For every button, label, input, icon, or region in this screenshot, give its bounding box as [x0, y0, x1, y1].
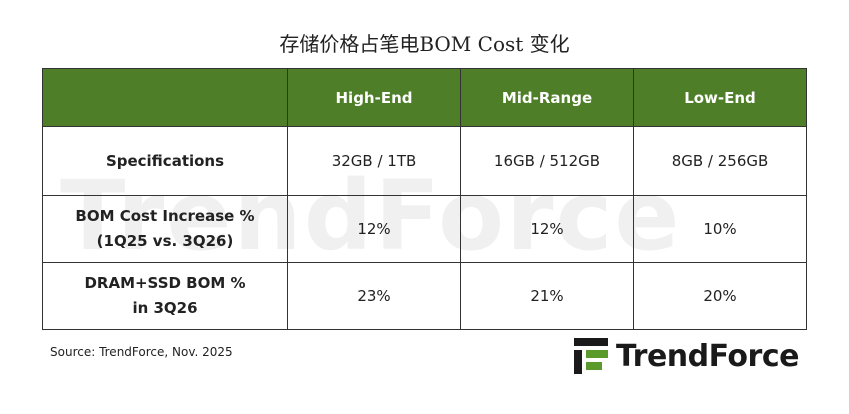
table-cell: 12%: [460, 195, 634, 263]
row-label-line: (1Q25 vs. 3Q26): [96, 232, 234, 250]
row-label-line: Specifications: [105, 151, 225, 170]
table-row: BOM Cost Increase % (1Q25 vs. 3Q26) 12% 12%…: [42, 195, 807, 263]
row-label-line: DRAM+SSD BOM %: [84, 274, 246, 292]
table-cell: 16GB / 512GB: [460, 126, 634, 196]
table-cell: 32GB / 1TB: [287, 126, 461, 196]
logo-icon: [574, 338, 608, 374]
table-body: Specifications 32GB / 1TB 16GB / 512GB 8GB …: [42, 126, 807, 330]
table-cell: 10%: [633, 195, 807, 263]
row-label-line: BOM Cost Increase %: [75, 207, 255, 225]
row-label: DRAM+SSD BOM % in 3Q26: [42, 262, 288, 330]
row-label-line: in 3Q26: [132, 299, 198, 317]
logo: TrendForce: [574, 338, 799, 374]
table-row: DRAM+SSD BOM % in 3Q26 23% 21% 20%: [42, 262, 807, 330]
row-label: BOM Cost Increase % (1Q25 vs. 3Q26): [42, 195, 288, 263]
row-label: Specifications: [42, 126, 288, 196]
table: High-End Mid-Range Low-End Specifications 3…: [42, 68, 807, 330]
table-cell: 20%: [633, 262, 807, 330]
column-header: Mid-Range: [460, 68, 634, 127]
source: Source: TrendForce, Nov. 2025: [50, 345, 233, 359]
table-cell: 23%: [287, 262, 461, 330]
column-header: High-End: [287, 68, 461, 127]
table-row: Specifications 32GB / 1TB 16GB / 512GB 8GB …: [42, 126, 807, 196]
table-cell: 12%: [287, 195, 461, 263]
header-cell: [42, 68, 288, 127]
logo-text: TrendForce: [616, 338, 799, 374]
column-header: Low-End: [633, 68, 807, 127]
header-row: High-End Mid-Range Low-End: [42, 68, 807, 127]
table-cell: 8GB / 256GB: [633, 126, 807, 196]
title: 存储价格占笔电BOM Cost 变化: [279, 32, 570, 56]
table-cell: 21%: [460, 262, 634, 330]
